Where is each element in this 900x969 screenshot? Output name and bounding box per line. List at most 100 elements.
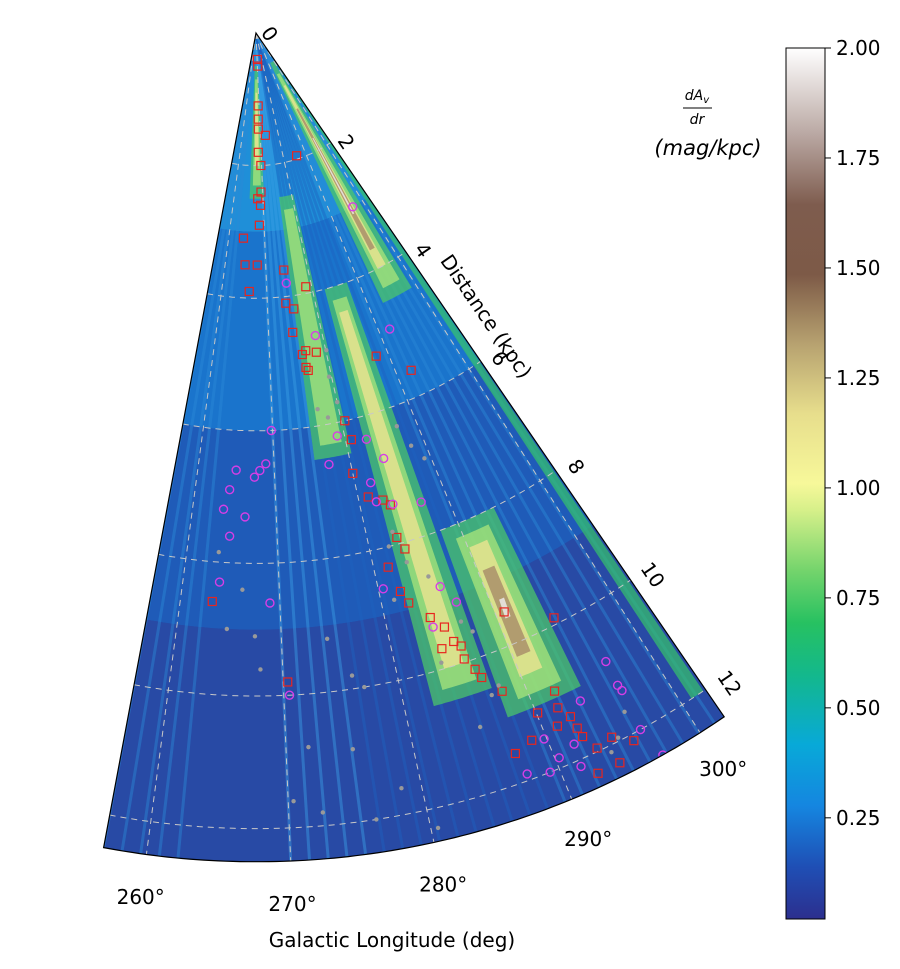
grey-dot-marker [334,399,340,405]
magenta-circle-marker [384,324,395,334]
longitude-tick-label: 270° [268,892,316,916]
red-square-marker [363,492,373,502]
red-square-marker [279,265,289,275]
magenta-circle-marker [545,767,555,777]
red-square-marker [348,468,358,478]
distance-tick-label: 8 [563,455,590,479]
red-square-marker [578,732,588,742]
grey-dot-marker [422,456,427,461]
colorbar-title: dAv dr (mag/kpc) [654,88,761,160]
red-square-marker [253,147,263,157]
markers-layer [207,54,668,831]
magenta-circle-marker [617,685,627,696]
red-square-marker [311,347,321,357]
red-square-marker [392,532,402,543]
magenta-circle-marker [522,769,532,779]
magenta-circle-marker [281,278,291,288]
red-square-marker [378,495,388,505]
magenta-circle-marker [231,465,241,475]
colorbar-tick-label: 1.25 [836,366,881,390]
grey-dot-marker [216,549,221,555]
magenta-circle-marker [224,531,235,541]
r-gridline [133,579,631,697]
red-square-marker [260,130,270,140]
distance-tick-label: 10 [636,558,670,593]
magenta-circle-marker [569,739,579,749]
red-square-marker [303,365,313,376]
magenta-circle-marker [378,584,388,594]
extinction-feature [312,137,355,215]
colorbar-tick-label: 1.75 [836,146,881,170]
red-square-marker [301,282,311,292]
grey-dot-marker [374,817,379,822]
radial-streak [134,33,258,862]
red-square-marker [607,732,617,742]
red-square-marker [510,748,520,759]
red-square-marker [371,351,381,361]
distance-tick-label: 12 [712,666,746,701]
red-square-marker [527,735,537,745]
grey-dot-marker [386,544,392,549]
colorbar-gradient [785,47,826,920]
magenta-circle-marker [435,581,445,592]
grey-dot-marker [350,746,356,752]
red-square-marker [565,712,576,722]
red-square-marker [256,187,266,197]
red-square-marker [593,768,603,778]
background-band [103,525,725,862]
red-square-marker [404,598,414,608]
red-square-marker [301,346,311,356]
r-gridline [109,689,706,830]
red-square-marker [253,61,263,71]
red-square-marker [346,435,356,445]
polar-grid [109,33,706,862]
grey-dot-marker [240,587,245,592]
magenta-circle-marker [332,431,342,441]
colorbar-ticks: 0.25 0.50 0.75 1.00 1.25 1.50 1.75 2.00 [825,36,881,830]
magenta-circle-marker [365,478,376,488]
red-square-marker [256,160,266,171]
red-square-marker [253,101,263,111]
red-square-marker [291,151,302,161]
red-square-marker [549,686,560,696]
extinction-feature [254,92,259,166]
extinction-map [103,33,725,862]
magenta-circle-marker [635,724,646,735]
grey-dot-marker [320,810,326,815]
red-square-marker [499,607,509,617]
magenta-circle-marker [378,453,389,464]
magenta-circle-marker [575,696,586,706]
grey-dot-marker [324,347,329,353]
red-square-marker [252,260,262,270]
radial-streak [153,33,258,862]
r-gridline [158,470,556,564]
magenta-circle-marker [310,330,321,341]
red-square-marker [240,260,250,270]
magenta-circle-marker [284,690,295,700]
grey-dot-marker [326,374,332,379]
magenta-circle-marker [224,485,235,495]
grey-dot-marker [458,619,464,624]
radial-streak [254,33,353,862]
grey-dot-marker [470,629,475,634]
red-square-marker [459,654,469,664]
red-square-marker [281,298,291,308]
red-square-marker [437,644,447,654]
red-square-marker [283,677,293,687]
grey-dot-marker [622,709,627,714]
grey-dot-marker [324,636,330,641]
red-square-marker [301,362,311,373]
colorbar-tick-label: 0.75 [836,586,881,610]
radial-streak [254,33,372,862]
magenta-circle-marker [261,459,271,469]
red-square-marker [470,664,480,674]
longitude-tick-label: 290° [564,827,612,851]
grey-dot-marker [609,749,614,755]
grey-dot-marker [306,744,311,750]
radial-streak [115,33,258,862]
extinction-feature [339,310,464,669]
grey-dot-marker [399,786,404,791]
red-square-marker [383,562,393,572]
red-square-marker [244,286,254,297]
